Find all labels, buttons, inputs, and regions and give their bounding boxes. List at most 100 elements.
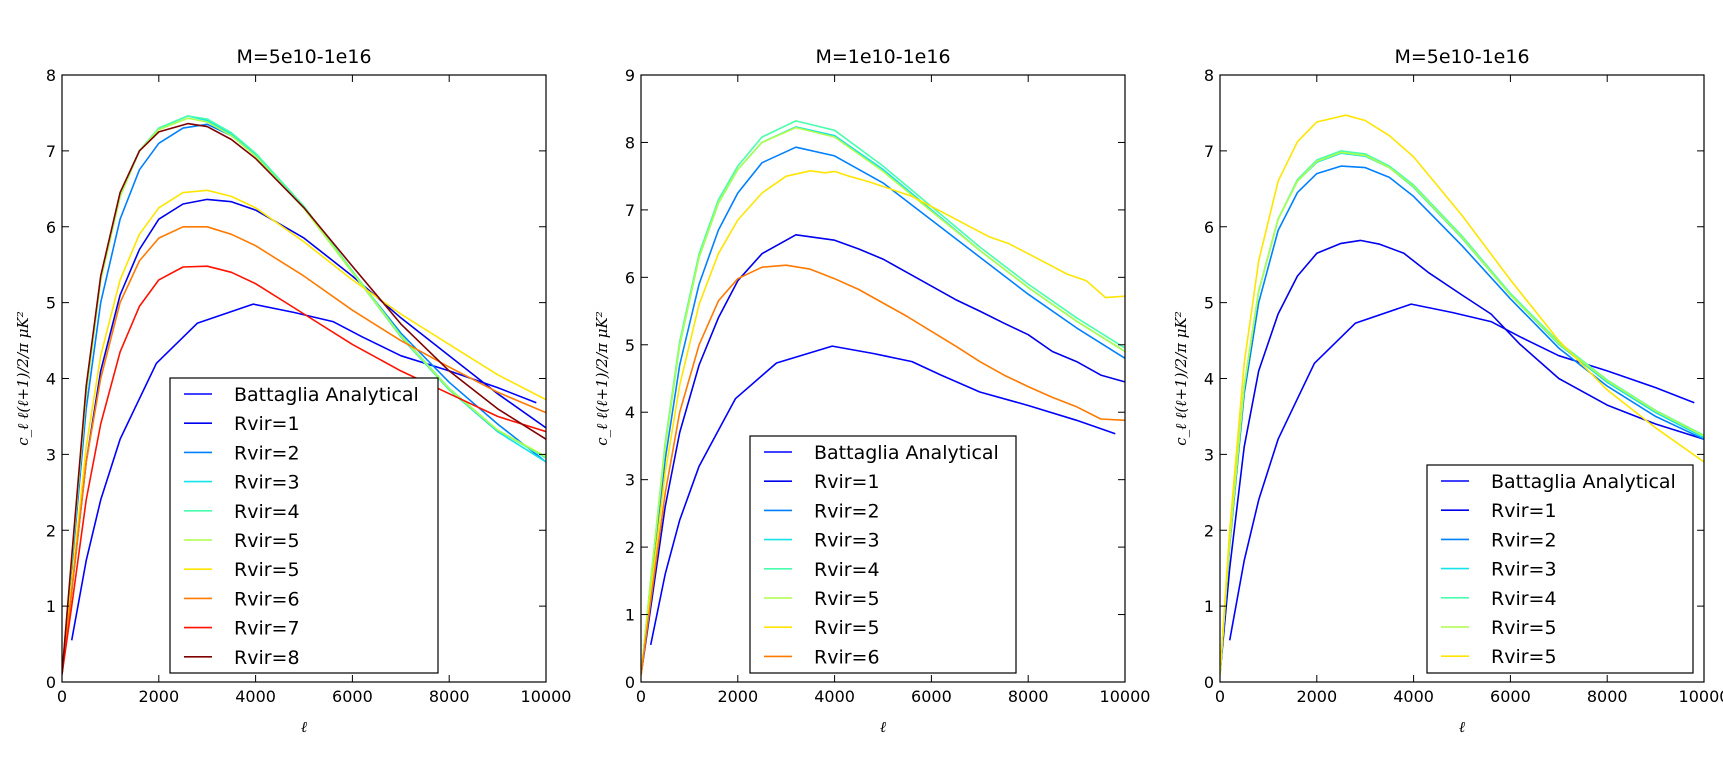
series-line-7 xyxy=(1220,114,1704,675)
chart-title: M=1e10-1e16 xyxy=(815,46,950,68)
chart-panel-2: M=1e10-1e16 0 2000 4000 6000 8000 10000 0 1 2 3 4 5 6… xyxy=(593,46,1150,736)
y-tick-label: 4 xyxy=(625,403,635,422)
y-axis-label: c_ℓ ℓ(ℓ+1)/2/π μK² xyxy=(593,311,611,445)
series-line-3 xyxy=(1220,165,1704,675)
legend-label: Rvir=2 xyxy=(1491,529,1557,551)
y-axis-label: c_ℓ ℓ(ℓ+1)/2/π μK² xyxy=(14,311,32,445)
legend-label: Rvir=7 xyxy=(234,618,300,640)
y-tick-label: 6 xyxy=(46,218,56,237)
x-axis-label: ℓ xyxy=(1459,718,1465,736)
y-tick-label: 3 xyxy=(625,471,635,490)
y-tick-label: 2 xyxy=(46,521,56,540)
series-lines xyxy=(641,120,1125,676)
x-tick-label: 8000 xyxy=(1587,687,1628,706)
legend-label: Rvir=5 xyxy=(234,530,300,552)
legend-label: Battaglia Analytical xyxy=(1491,471,1676,493)
series-line-7 xyxy=(641,170,1125,676)
x-axis-label: ℓ xyxy=(301,718,307,736)
legend: Battaglia Analytical Rvir=1 Rvir=2 Rvir=3 Rv… xyxy=(1426,464,1694,674)
legend-box xyxy=(1426,464,1694,674)
legend-label: Rvir=4 xyxy=(1491,588,1557,610)
legend-label: Rvir=4 xyxy=(814,559,880,581)
y-tick-label: 1 xyxy=(625,606,635,625)
y-tick-label: 7 xyxy=(1204,142,1214,161)
series-line-2 xyxy=(62,198,546,675)
x-tick-label: 0 xyxy=(636,687,646,706)
legend-label: Rvir=5 xyxy=(1491,617,1557,639)
y-tick-label: 6 xyxy=(625,268,635,287)
legend-label: Rvir=1 xyxy=(814,471,880,493)
y-tick-label: 5 xyxy=(46,294,56,313)
legend: Battaglia Analytical Rvir=1 Rvir=2 Rvir=3 Rv… xyxy=(749,435,1017,674)
y-tick-label: 8 xyxy=(46,66,56,85)
x-tick-label: 0 xyxy=(1215,687,1225,706)
y-tick-label: 4 xyxy=(46,370,56,389)
chart-panel-1: M=5e10-1e16 0 2000 4000 6000 8000 10000 0 1 2 3 4 5 6… xyxy=(14,46,571,736)
legend-label: Rvir=3 xyxy=(234,472,300,494)
y-axis-label: c_ℓ ℓ(ℓ+1)/2/π μK² xyxy=(1172,311,1190,445)
y-tick-label: 6 xyxy=(1204,218,1214,237)
y-tick-label: 0 xyxy=(625,673,635,692)
legend-label: Rvir=1 xyxy=(1491,500,1557,522)
series-line-7 xyxy=(62,189,546,675)
y-tick-label: 2 xyxy=(625,538,635,557)
legend-label: Rvir=3 xyxy=(1491,559,1557,581)
y-tick-label: 1 xyxy=(46,597,56,616)
series-line-10 xyxy=(62,122,546,675)
series-line-8 xyxy=(641,264,1125,676)
legend-box xyxy=(749,435,1017,674)
series-line-2 xyxy=(1220,239,1704,675)
series-lines xyxy=(1220,114,1704,675)
series-line-6 xyxy=(641,126,1125,676)
x-tick-label: 10000 xyxy=(1100,687,1151,706)
y-tick-label: 3 xyxy=(46,445,56,464)
y-tick-label: 0 xyxy=(46,673,56,692)
legend-label: Rvir=5 xyxy=(814,588,880,610)
x-tick-label: 6000 xyxy=(1490,687,1531,706)
chart-panel-3: M=5e10-1e16 0 2000 4000 6000 8000 10000 0 1 2 3 4 5 6… xyxy=(1172,46,1723,736)
legend-label: Battaglia Analytical xyxy=(814,442,999,464)
y-tick-label: 8 xyxy=(625,133,635,152)
y-tick-label: 8 xyxy=(1204,66,1214,85)
legend-label: Rvir=3 xyxy=(814,530,880,552)
legend-label: Rvir=2 xyxy=(814,500,880,522)
y-tick-label: 5 xyxy=(625,336,635,355)
y-tick-label: 7 xyxy=(46,142,56,161)
series-line-2 xyxy=(641,234,1125,676)
x-tick-label: 4000 xyxy=(1393,687,1434,706)
chart-title: M=5e10-1e16 xyxy=(1394,46,1529,68)
y-tick-label: 5 xyxy=(1204,294,1214,313)
legend-label: Rvir=8 xyxy=(234,647,300,669)
legend-label: Rvir=2 xyxy=(234,442,300,464)
legend-label: Rvir=1 xyxy=(234,413,300,435)
x-tick-label: 10000 xyxy=(1679,687,1723,706)
legend-label: Rvir=5 xyxy=(234,559,300,581)
x-tick-label: 10000 xyxy=(521,687,572,706)
x-tick-label: 2000 xyxy=(717,687,758,706)
y-tick-label: 9 xyxy=(625,66,635,85)
y-tick-label: 4 xyxy=(1204,370,1214,389)
legend-label: Rvir=6 xyxy=(234,588,300,610)
y-tick-label: 3 xyxy=(1204,445,1214,464)
x-tick-label: 6000 xyxy=(911,687,952,706)
y-tick-label: 1 xyxy=(1204,597,1214,616)
legend-box xyxy=(169,377,439,674)
chart-title: M=5e10-1e16 xyxy=(236,46,371,68)
x-tick-label: 6000 xyxy=(332,687,373,706)
x-tick-label: 4000 xyxy=(814,687,855,706)
series-line-8 xyxy=(62,226,546,675)
x-tick-label: 8000 xyxy=(1008,687,1049,706)
x-tick-label: 0 xyxy=(57,687,67,706)
x-tick-label: 2000 xyxy=(1296,687,1337,706)
legend-label: Rvir=5 xyxy=(814,617,880,639)
x-tick-label: 2000 xyxy=(138,687,179,706)
series-line-3 xyxy=(641,146,1125,676)
series-line-1 xyxy=(649,345,1116,646)
x-tick-label: 8000 xyxy=(429,687,470,706)
legend-label: Rvir=5 xyxy=(1491,646,1557,668)
x-tick-label: 4000 xyxy=(235,687,276,706)
x-axis-label: ℓ xyxy=(880,718,886,736)
y-tick-label: 2 xyxy=(1204,521,1214,540)
legend-label: Rvir=4 xyxy=(234,501,300,523)
